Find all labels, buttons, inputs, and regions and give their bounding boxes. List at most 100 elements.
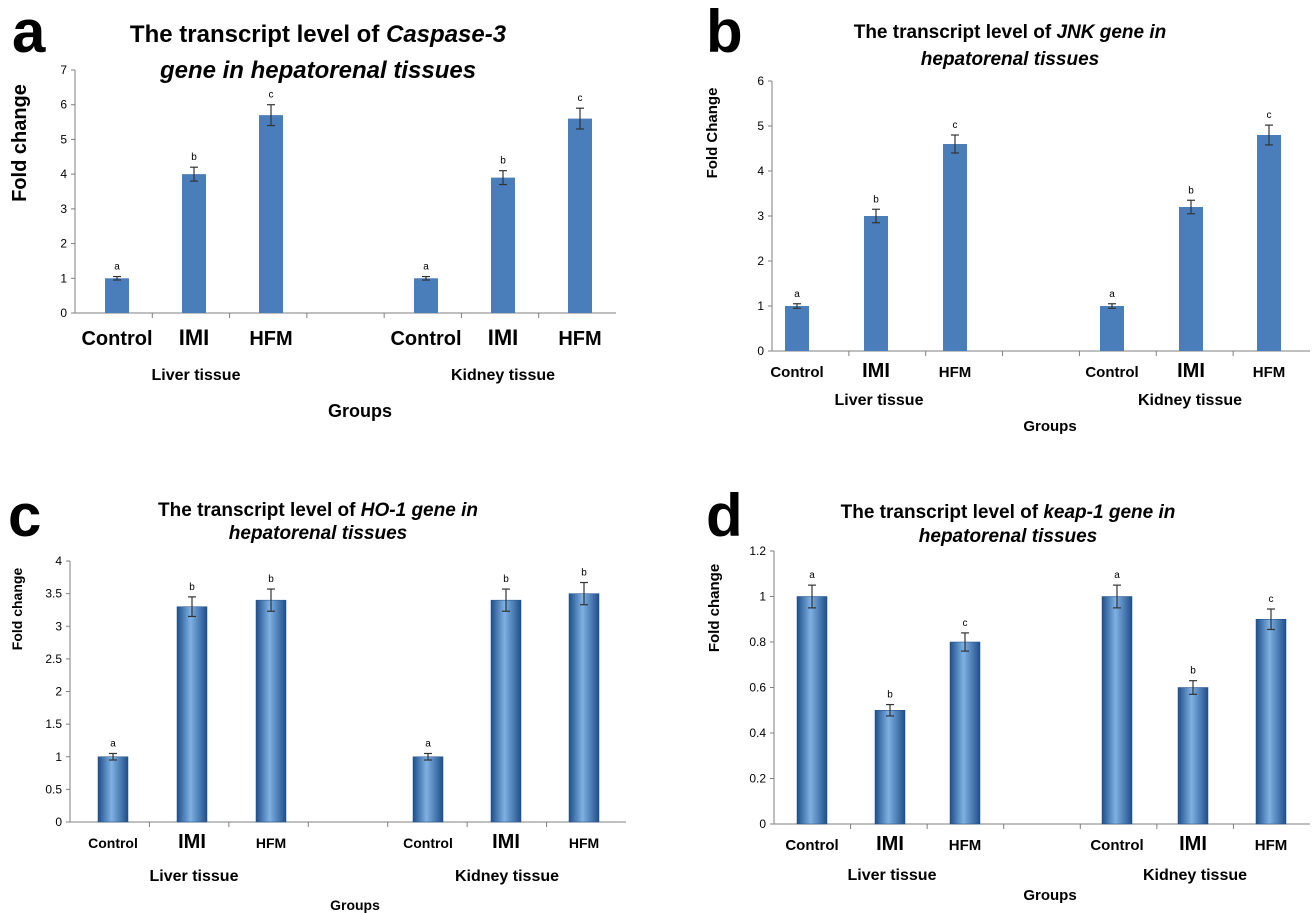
- x-category-label: IMI: [492, 831, 520, 853]
- y-tick-label: 6: [60, 98, 67, 112]
- significance-letter: b: [268, 574, 274, 585]
- x-category-label: IMI: [876, 833, 904, 855]
- significance-letter: b: [887, 690, 893, 701]
- x-category-label: Control: [81, 328, 152, 350]
- significance-letter: c: [1267, 110, 1272, 121]
- y-tick-label: 1.2: [749, 544, 766, 558]
- significance-letter: b: [873, 194, 879, 205]
- x-category-label: Control: [1085, 364, 1138, 381]
- bar-imi-kidney: [490, 599, 522, 823]
- significance-letter: a: [1114, 570, 1120, 581]
- x-category-label: IMI: [488, 325, 519, 350]
- x-category-label: IMI: [1177, 360, 1205, 382]
- chart-panel-c: c The transcript level of HO-1 gene inhep…: [8, 482, 626, 913]
- bar-control-liver: [796, 596, 828, 825]
- x-axis-label: Groups: [1023, 418, 1076, 435]
- y-tick-label: 3: [757, 209, 764, 223]
- significance-letter: c: [953, 120, 958, 131]
- chart-title-line2: hepatorenal tissues: [921, 49, 1099, 70]
- significance-letter: a: [423, 262, 429, 273]
- group-label: Liver tissue: [152, 367, 241, 384]
- significance-letter: c: [963, 618, 968, 629]
- y-tick-label: 2.5: [45, 652, 62, 666]
- y-axis-label: Fold change: [706, 564, 723, 652]
- chart-panel-d: d The transcript level of keap-1 gene in h…: [706, 482, 1310, 904]
- chart-title-gene: Caspase-3: [386, 21, 507, 48]
- y-tick-label: 1: [759, 590, 766, 604]
- chart-title-line2: gene in hepatorenal tissues: [159, 57, 476, 84]
- panel-letter: a: [12, 0, 46, 65]
- group-label: Liver tissue: [150, 868, 239, 885]
- x-category-label: IMI: [178, 831, 206, 853]
- chart-title-gene: keap-1 gene in: [1043, 502, 1175, 523]
- x-category-label: Control: [403, 835, 453, 851]
- x-category-label: IMI: [1179, 833, 1207, 855]
- x-axis-label: Groups: [330, 897, 380, 913]
- significance-letter: a: [425, 738, 431, 749]
- x-category-label: Control: [785, 837, 838, 854]
- x-category-label: IMI: [862, 360, 890, 382]
- significance-letter: b: [1190, 666, 1196, 677]
- x-axis-label: Groups: [328, 401, 392, 421]
- significance-letter: c: [578, 93, 583, 104]
- y-tick-label: 5: [757, 119, 764, 133]
- chart-title-prefix: The transcript level of: [841, 502, 1044, 523]
- significance-letter: b: [1188, 185, 1194, 196]
- bar-control-kidney: [1101, 596, 1133, 825]
- bar-imi-liver: [176, 606, 208, 823]
- x-category-label: HFM: [558, 328, 601, 350]
- group-label: Kidney tissue: [1143, 867, 1247, 884]
- bar-hfm-kidney: [1257, 135, 1281, 351]
- bar-imi-kidney: [1177, 687, 1209, 825]
- y-tick-label: 4: [757, 164, 764, 178]
- panel-letter: d: [706, 482, 743, 549]
- y-tick-label: 7: [60, 63, 67, 77]
- bar-imi-kidney: [491, 177, 515, 313]
- significance-letter: a: [794, 289, 800, 300]
- x-category-label: HFM: [949, 837, 982, 854]
- significance-letter: c: [269, 90, 274, 101]
- y-tick-label: 1.5: [45, 717, 62, 731]
- x-category-label: HFM: [256, 835, 286, 851]
- x-category-label: Control: [390, 328, 461, 350]
- y-axis-label: Fold change: [9, 568, 25, 651]
- bar-imi-liver: [182, 174, 206, 313]
- bar-hfm-kidney: [568, 593, 600, 823]
- group-label: Kidney tissue: [451, 367, 555, 384]
- chart-title-line2: hepatorenal tissues: [919, 526, 1097, 547]
- chart-title-prefix: The transcript level of: [158, 500, 361, 521]
- x-category-label: IMI: [179, 325, 210, 350]
- chart-title: The transcript level of Caspase-3: [130, 21, 507, 48]
- y-tick-label: 1: [55, 750, 62, 764]
- chart-title-gene: HO-1 gene in: [361, 500, 478, 521]
- y-tick-label: 3: [55, 619, 62, 633]
- panel-letter: c: [8, 482, 41, 549]
- y-tick-label: 4: [55, 554, 62, 568]
- bar-hfm-liver: [949, 641, 981, 825]
- significance-letter: a: [110, 738, 116, 749]
- y-tick-label: 2: [757, 254, 764, 268]
- y-tick-label: 0: [759, 817, 766, 831]
- chart-panel-a: a The transcript level of Caspase-3 gene i…: [9, 0, 616, 421]
- x-category-label: Control: [770, 364, 823, 381]
- bar-control-kidney: [414, 278, 438, 313]
- significance-letter: b: [503, 574, 509, 585]
- significance-letter: b: [191, 152, 197, 163]
- bar-hfm-liver: [943, 144, 967, 351]
- bar-control-liver: [97, 756, 129, 823]
- bar-hfm-kidney: [1255, 619, 1287, 825]
- bar-hfm-liver: [255, 599, 287, 823]
- group-label: Kidney tissue: [455, 868, 559, 885]
- chart-title-gene: JNK gene in: [1056, 22, 1166, 43]
- bar-imi-kidney: [1179, 207, 1203, 351]
- chart-title: The transcript level of keap-1 gene in: [841, 502, 1176, 523]
- y-tick-label: 0.4: [749, 726, 766, 740]
- y-tick-label: 0.2: [749, 772, 766, 786]
- chart-title-line2: hepatorenal tissues: [229, 523, 407, 544]
- significance-letter: b: [189, 582, 195, 593]
- y-tick-label: 0: [757, 344, 764, 358]
- group-label: Liver tissue: [848, 867, 937, 884]
- x-category-label: HFM: [249, 328, 292, 350]
- chart-title: The transcript level of JNK gene in: [854, 22, 1167, 43]
- y-tick-label: 0: [55, 815, 62, 829]
